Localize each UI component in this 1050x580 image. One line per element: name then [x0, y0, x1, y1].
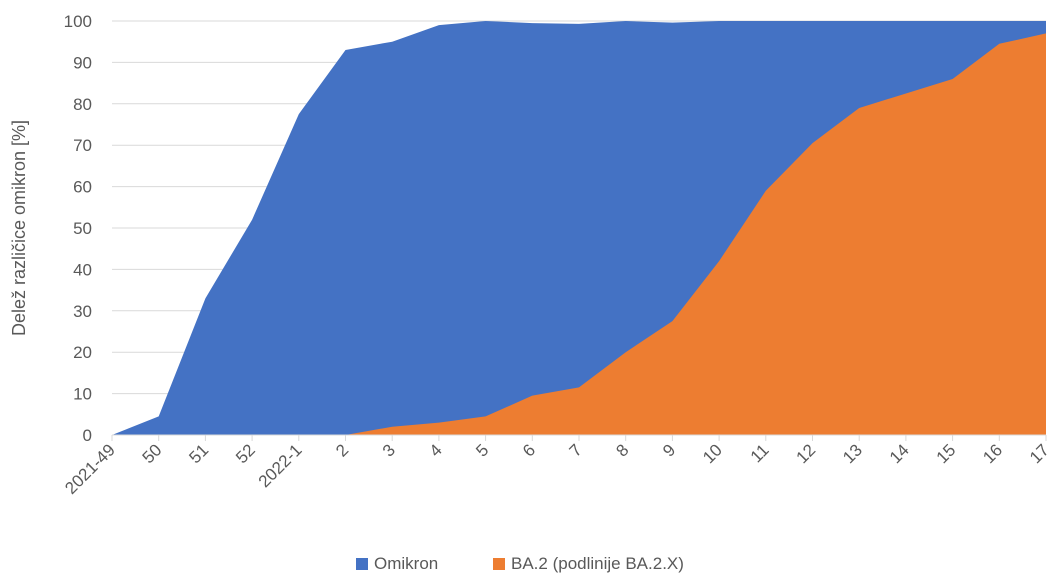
legend-swatch: [356, 558, 368, 570]
x-tick-label: 10: [699, 440, 726, 467]
x-tick-label: 51: [185, 440, 212, 467]
x-tick-label: 11: [747, 440, 773, 466]
y-axis-title: Delež različice omikron [%]: [9, 120, 29, 336]
legend: Omikron BA.2 (podlinije BA.2.X): [356, 554, 684, 573]
y-tick-label: 60: [73, 178, 92, 197]
y-tick-label: 100: [64, 12, 92, 31]
x-tick-label: 2: [332, 440, 352, 460]
x-tick-label: 4: [426, 440, 446, 460]
x-tick-label: 2021-49: [61, 440, 119, 498]
x-tick-label: 6: [519, 440, 539, 460]
y-tick-label: 90: [73, 53, 92, 72]
legend-label: BA.2 (podlinije BA.2.X): [511, 554, 684, 573]
x-tick-label: 12: [793, 440, 820, 467]
x-tick-label: 15: [933, 440, 960, 467]
x-tick-label: 17: [1026, 440, 1050, 467]
y-tick-label: 50: [73, 219, 92, 238]
y-tick-label: 0: [83, 426, 92, 445]
y-tick-label: 30: [73, 302, 92, 321]
area-series-ba2: [112, 33, 1046, 436]
x-tick-label: 16: [979, 440, 1006, 467]
x-tick-label: 9: [659, 440, 679, 460]
x-tick-label: 8: [612, 440, 632, 460]
legend-swatch: [493, 558, 505, 570]
x-tick-label: 5: [472, 440, 492, 460]
x-tick-label: 14: [886, 440, 913, 467]
x-tick-label: 52: [232, 440, 259, 467]
area-series: [112, 21, 1046, 436]
y-tick-label: 20: [73, 343, 92, 362]
y-tick-label: 40: [73, 260, 92, 279]
y-tick-label: 10: [73, 385, 92, 404]
x-tick-label: 7: [566, 440, 586, 460]
y-axis: 0 10 20 30 40 50 60 70 80 90 100: [64, 12, 92, 445]
x-tick-label: 2022-1: [255, 440, 306, 491]
y-tick-label: 80: [73, 95, 92, 114]
x-tick-label: 3: [379, 440, 399, 460]
y-tick-label: 70: [73, 136, 92, 155]
x-tick-label: 13: [839, 440, 866, 467]
x-tick-label: 50: [139, 440, 166, 467]
legend-label: Omikron: [374, 554, 438, 573]
